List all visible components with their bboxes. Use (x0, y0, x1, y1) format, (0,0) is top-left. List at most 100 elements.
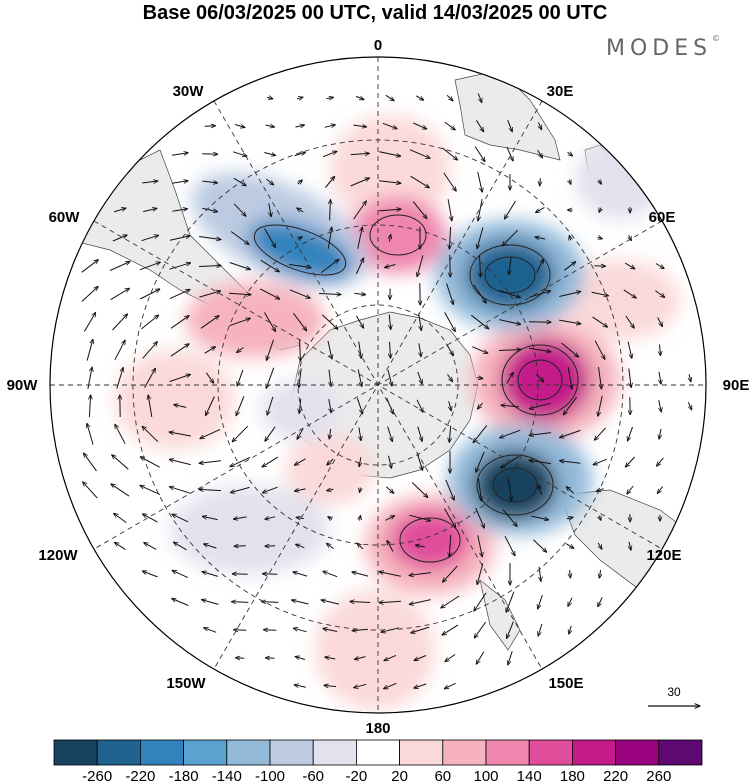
wind-vector (293, 628, 307, 633)
colorbar-swatch (53, 739, 98, 766)
wind-vector (501, 455, 520, 468)
wind-vector (529, 291, 551, 298)
wind-vector (169, 432, 191, 437)
wind-vector (472, 346, 488, 354)
wind-vector (172, 570, 189, 579)
wind-vector (390, 341, 391, 358)
wind-vector (355, 258, 363, 275)
wind-vector (411, 626, 430, 633)
wind-vector (501, 405, 520, 407)
wind-vector (350, 602, 371, 603)
wind-vector (357, 369, 362, 387)
wind-vector (531, 515, 548, 520)
wind-vector (202, 207, 217, 211)
wind-vector (384, 654, 397, 660)
wind-vector (232, 425, 249, 442)
wind-vector (234, 630, 247, 631)
wind-vector (298, 237, 302, 240)
wind-vector (533, 539, 546, 552)
wind-vector (536, 259, 544, 273)
colorbar-swatch (269, 739, 314, 766)
wind-vector (325, 657, 336, 659)
wind-vector (563, 396, 577, 415)
wind-vector (293, 572, 308, 577)
wind-vector (360, 516, 361, 521)
wind-vector (478, 199, 483, 221)
graticule (50, 57, 706, 713)
wind-vector (324, 685, 337, 686)
wind-vector (205, 372, 213, 383)
wind-vector (387, 369, 392, 386)
wind-vector (417, 255, 424, 276)
colorbar-swatch (615, 739, 660, 766)
wind-vector (169, 263, 191, 270)
wind-vector (353, 125, 367, 127)
wind-vector (506, 146, 513, 161)
wind-vector (623, 289, 636, 298)
wind-vector (627, 485, 634, 494)
wind-vector (327, 458, 334, 465)
wind-vector (598, 597, 603, 606)
wind-vector (480, 254, 481, 277)
colorbar-tick-label: -220 (125, 768, 155, 783)
wind-vector (388, 455, 392, 469)
wind-vector (536, 206, 545, 212)
wind-vector (500, 429, 521, 438)
wind-vector (414, 655, 427, 661)
wind-vector (327, 489, 334, 490)
wind-vector (478, 479, 482, 501)
wind-vector (535, 237, 546, 239)
colorbar-swatch (399, 739, 444, 766)
wind-vector (598, 237, 603, 239)
wind-vector (264, 152, 275, 156)
wind-vector (228, 293, 251, 294)
wind-vector (470, 314, 488, 329)
wind-vector (236, 396, 245, 415)
wind-vector (569, 625, 571, 634)
wind-vector (655, 290, 664, 298)
wind-vector (477, 535, 482, 557)
lon-label-150w: 150W (166, 675, 206, 692)
wind-vector (358, 341, 362, 359)
wind-vector (230, 456, 251, 466)
wind-vector (204, 544, 217, 549)
wind-vector (417, 426, 422, 442)
colorbar-swatch (572, 739, 617, 766)
wind-vector (115, 542, 126, 551)
lon-label-60w: 60W (49, 209, 81, 226)
wind-vector (143, 514, 158, 523)
wind-vectors (81, 93, 692, 689)
wind-vector (596, 489, 604, 492)
colorbar-swatch (226, 739, 271, 766)
wind-vector (354, 657, 366, 660)
wind-vector (294, 152, 306, 157)
wind-vector (171, 181, 188, 183)
wind-vector (474, 146, 485, 162)
wind-vector (473, 284, 486, 303)
wind-vector (594, 427, 606, 440)
wind-vector (599, 516, 601, 521)
wind-vector (447, 199, 452, 221)
wind-vector (559, 292, 580, 297)
wind-vector (295, 489, 306, 491)
wind-vector (289, 289, 310, 298)
wind-vector (560, 461, 581, 464)
wind-vector (262, 456, 279, 467)
wind-vector (144, 543, 157, 550)
wind-vector (323, 629, 338, 632)
colorbar-tick-label: -60 (302, 768, 324, 783)
wind-vector (327, 227, 332, 249)
colorbar-tick-label: 140 (517, 768, 542, 783)
wind-vector (265, 426, 276, 441)
wind-vector (295, 657, 305, 660)
wind-vector (299, 398, 301, 414)
wind-vector (329, 399, 331, 413)
wind-vector (234, 125, 245, 128)
wind-vector (389, 235, 390, 242)
wind-vector (199, 460, 221, 463)
wind-vector (529, 460, 551, 465)
colorbar-tick-label: -20 (346, 768, 368, 783)
wind-vector (507, 120, 513, 132)
colorbar-swatch (139, 739, 184, 766)
wind-vector (385, 264, 396, 268)
